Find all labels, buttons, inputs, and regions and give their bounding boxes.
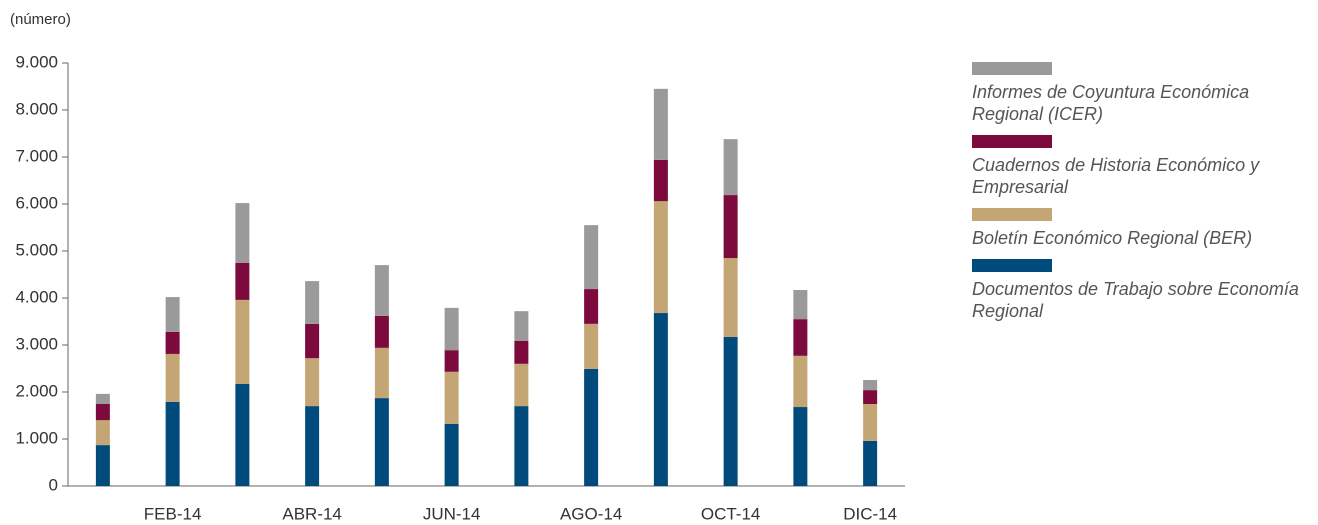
bar-segment bbox=[305, 281, 320, 324]
bar-segment bbox=[95, 420, 110, 446]
legend-label: Documentos de Trabajo sobre Economía Reg… bbox=[972, 279, 1299, 321]
bar-segment bbox=[374, 398, 389, 486]
bar-segment bbox=[444, 423, 459, 486]
bar-segment bbox=[793, 319, 808, 356]
bar-segment bbox=[444, 307, 459, 351]
y-tick-label: 2.000 bbox=[15, 381, 58, 400]
y-tick-label: 6.000 bbox=[15, 193, 58, 212]
legend: Informes de Coyuntura Económica Regional… bbox=[972, 62, 1312, 332]
bar-segment bbox=[95, 445, 110, 486]
bar-segment bbox=[653, 159, 668, 202]
x-tick-label: ABR-14 bbox=[282, 504, 342, 523]
y-tick-label: 4.000 bbox=[15, 287, 58, 306]
bar-segment bbox=[793, 355, 808, 408]
bar-segment bbox=[165, 331, 180, 354]
y-tick-label: 9.000 bbox=[15, 52, 58, 71]
bar-segment bbox=[305, 358, 320, 407]
legend-swatch bbox=[972, 259, 1052, 272]
y-tick-label: 3.000 bbox=[15, 334, 58, 353]
bar-segment bbox=[723, 337, 738, 486]
legend-item: Documentos de Trabajo sobre Economía Reg… bbox=[972, 259, 1312, 322]
bar-segment bbox=[723, 195, 738, 259]
bar-segment bbox=[235, 299, 250, 385]
legend-label: Cuadernos de Historia Económico y Empres… bbox=[972, 155, 1260, 197]
bar-segment bbox=[653, 201, 668, 314]
bar-segment bbox=[235, 203, 250, 263]
legend-swatch bbox=[972, 62, 1052, 75]
bar-segment bbox=[235, 262, 250, 300]
bar-segment bbox=[514, 340, 529, 364]
bar-segment bbox=[165, 353, 180, 402]
bar-segment bbox=[793, 290, 808, 320]
bar-segment bbox=[584, 368, 599, 486]
bar-segment bbox=[165, 297, 180, 332]
bar-segment bbox=[374, 347, 389, 399]
legend-label: Informes de Coyuntura Económica Regional… bbox=[972, 82, 1250, 124]
bar-segment bbox=[793, 407, 808, 486]
legend-item: Cuadernos de Historia Económico y Empres… bbox=[972, 135, 1312, 198]
bar-segment bbox=[95, 403, 110, 421]
bar-segment bbox=[305, 323, 320, 359]
bar-segment bbox=[653, 88, 668, 160]
legend-label: Boletín Económico Regional (BER) bbox=[972, 228, 1253, 248]
bar-segment bbox=[584, 289, 599, 324]
y-tick-label: 8.000 bbox=[15, 99, 58, 118]
bar-segment bbox=[863, 380, 878, 391]
x-tick-label: FEB-14 bbox=[144, 504, 202, 523]
bar-segment bbox=[653, 313, 668, 486]
bar-segment bbox=[305, 406, 320, 486]
x-tick-label: JUN-14 bbox=[423, 504, 481, 523]
bar-segment bbox=[863, 440, 878, 486]
bar-segment bbox=[374, 315, 389, 348]
bar-segment bbox=[444, 350, 459, 372]
y-tick-label: 7.000 bbox=[15, 146, 58, 165]
x-tick-label: DIC-14 bbox=[843, 504, 897, 523]
bar-segment bbox=[863, 403, 878, 441]
chart: (número) 0 1.000 2.000 3.000 4.000 5.000 6.000… bbox=[10, 11, 905, 523]
legend-item: Informes de Coyuntura Económica Regional… bbox=[972, 62, 1312, 125]
bar-segment bbox=[165, 401, 180, 486]
y-tick-label: 5.000 bbox=[15, 240, 58, 259]
y-tick-label: 1.000 bbox=[15, 428, 58, 447]
bar-segment bbox=[584, 225, 599, 290]
bar-segment bbox=[514, 363, 529, 407]
bar-segment bbox=[95, 393, 110, 404]
legend-item: Boletín Económico Regional (BER) bbox=[972, 208, 1312, 249]
bar-segment bbox=[235, 384, 250, 486]
bar-segment bbox=[584, 323, 599, 369]
x-tick-label: AGO-14 bbox=[560, 504, 622, 523]
bar-segment bbox=[723, 258, 738, 338]
bar-segment bbox=[723, 139, 738, 196]
y-axis-label: (número) bbox=[10, 11, 71, 28]
bar-segment bbox=[514, 406, 529, 486]
legend-swatch bbox=[972, 135, 1052, 148]
bar-segment bbox=[374, 265, 389, 316]
y-tick-label: 0 bbox=[49, 475, 58, 494]
x-tick-label: OCT-14 bbox=[701, 504, 761, 523]
bar-segment bbox=[863, 390, 878, 404]
bar-segment bbox=[444, 371, 459, 424]
bar-segment bbox=[514, 311, 529, 341]
legend-swatch bbox=[972, 208, 1052, 221]
